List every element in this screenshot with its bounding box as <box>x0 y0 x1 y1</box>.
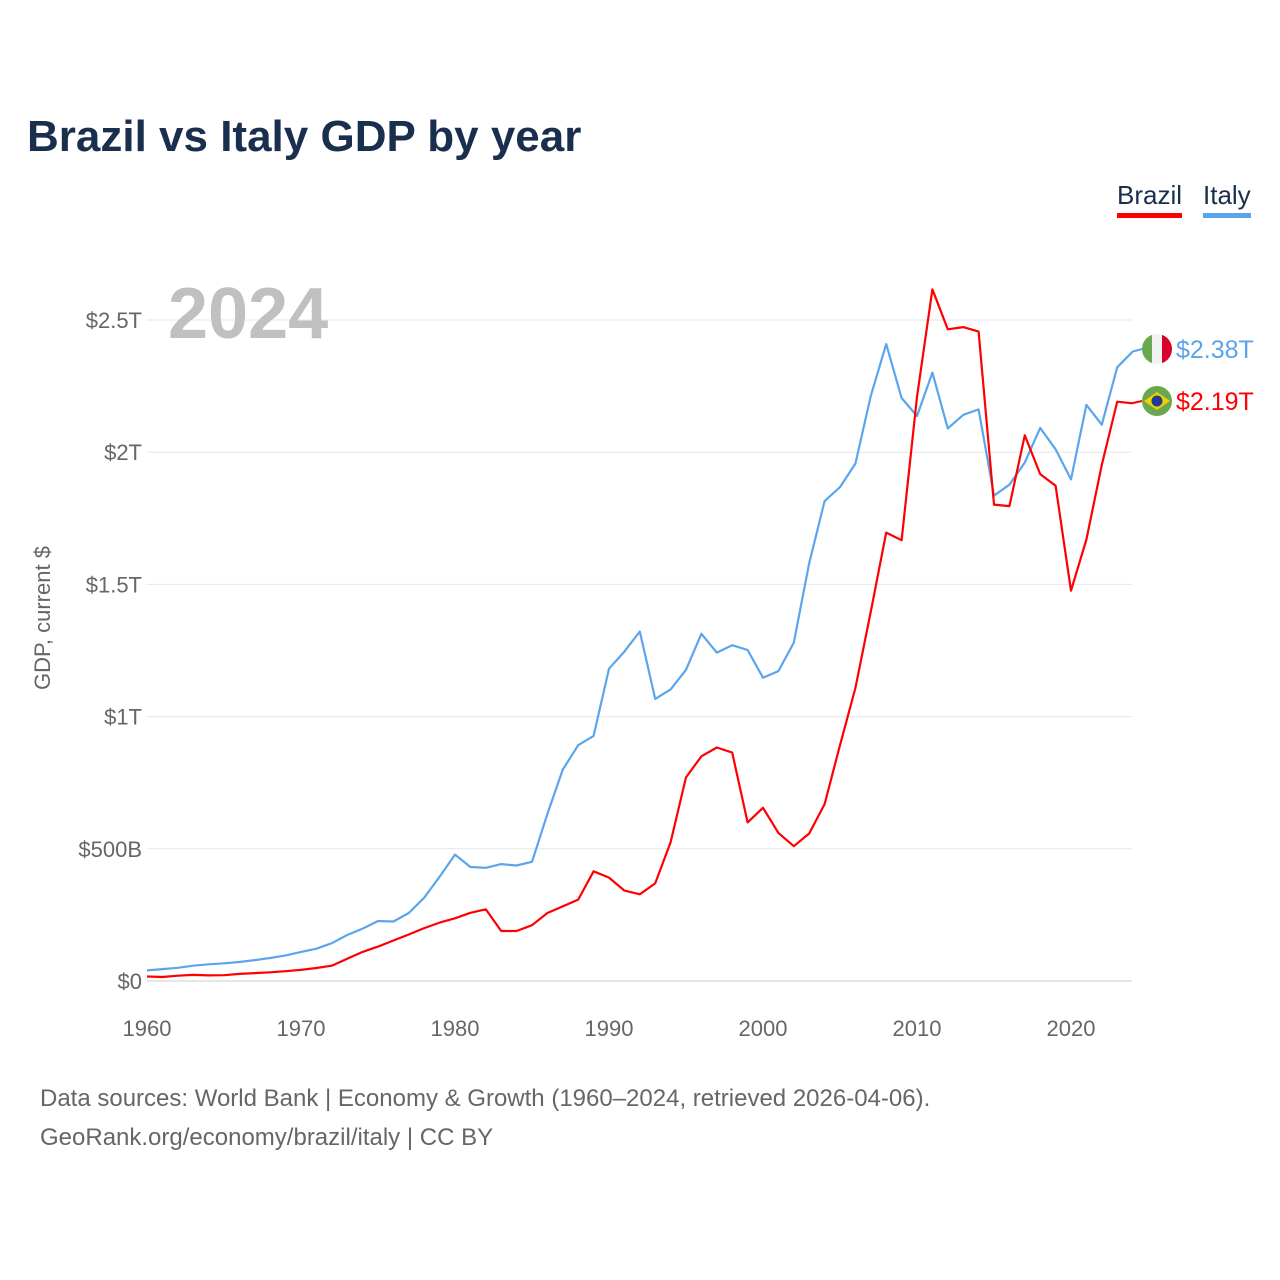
y-tick-label: $2.5T <box>86 308 142 333</box>
italy-flag-icon <box>1142 334 1172 364</box>
chart-title: Brazil vs Italy GDP by year <box>27 112 582 161</box>
data-source-note: Data sources: World Bank | Economy & Gro… <box>40 1085 931 1112</box>
x-tick-label: 1980 <box>431 1016 480 1041</box>
year-watermark: 2024 <box>168 274 328 354</box>
x-tick-label: 1970 <box>277 1016 326 1041</box>
y-tick-label: $1.5T <box>86 572 142 597</box>
y-tick-label: $2T <box>104 440 142 465</box>
brazil-line <box>146 288 1133 979</box>
x-tick-label: 1990 <box>585 1016 634 1041</box>
legend-italy[interactable]: Italy <box>1203 180 1251 218</box>
y-tick-label: $0 <box>118 969 142 994</box>
italy-line <box>146 343 1134 972</box>
y-tick-label: $500B <box>78 837 142 862</box>
source-link[interactable]: GeoRank.org/economy/brazil/italy | CC BY <box>40 1124 494 1151</box>
end-connector <box>1131 400 1143 405</box>
end-connector <box>1131 348 1143 353</box>
legend-brazil[interactable]: Brazil <box>1117 180 1183 218</box>
x-tick-label: 1960 <box>123 1016 172 1041</box>
x-tick-label: 2010 <box>893 1016 942 1041</box>
brazil-flag-icon <box>1142 386 1172 416</box>
y-axis-label: GDP, current $ <box>30 546 55 690</box>
brazil-end-value: $2.19T <box>1176 388 1254 416</box>
x-tick-label: 2020 <box>1047 1016 1096 1041</box>
x-tick-label: 2000 <box>739 1016 788 1041</box>
italy-end-value: $2.38T <box>1176 336 1254 364</box>
y-tick-label: $1T <box>104 705 142 730</box>
